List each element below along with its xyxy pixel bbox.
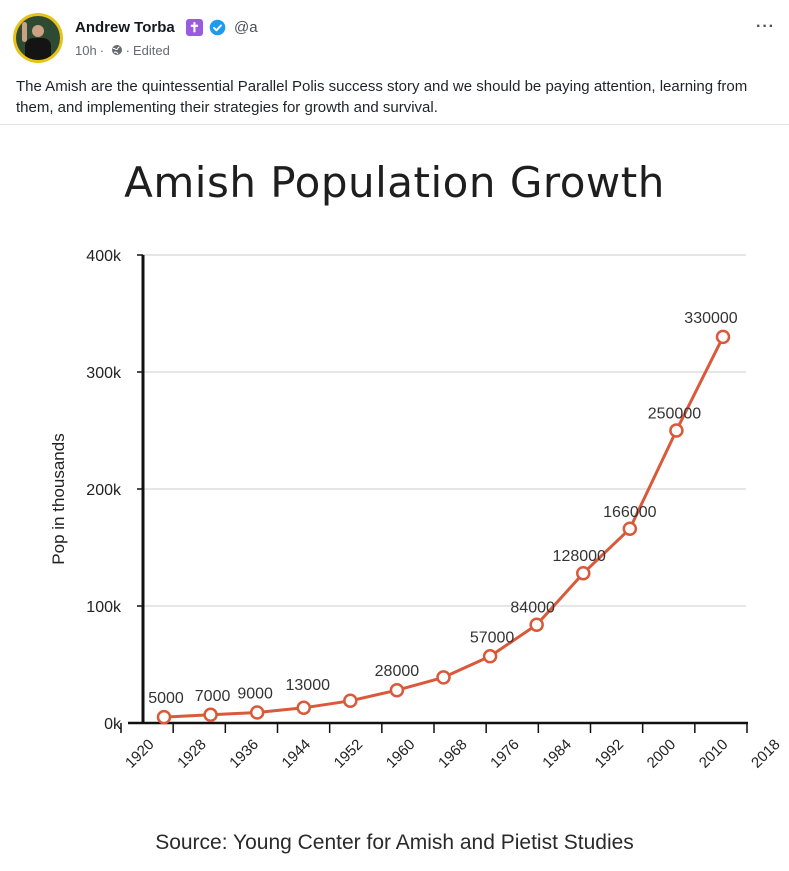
line-chart: 0k 100k 200k 300k 400k 1920 1928 1936 1944 1952 19…: [49, 248, 784, 772]
cross-badge-icon: ✝: [186, 19, 203, 36]
avatar-photo: [16, 16, 60, 60]
data-point: [389, 682, 405, 698]
x-tick-label: 1992: [592, 736, 628, 772]
data-label: 166000: [603, 504, 656, 521]
data-point: [482, 649, 498, 664]
y-tick-label: 200k: [86, 482, 122, 499]
y-tick-label: 100k: [86, 599, 122, 616]
x-tick-label: 1936: [226, 736, 262, 772]
data-point: [436, 670, 451, 685]
chart-title: Amish Population Growth: [124, 158, 665, 207]
globe-icon: [111, 45, 122, 55]
x-tick-label: 1976: [487, 736, 523, 772]
x-tick-label: 2010: [696, 736, 732, 772]
x-tick-label: 1968: [435, 736, 471, 772]
data-point: [343, 693, 358, 709]
x-tick-label: 1960: [383, 736, 419, 772]
data-point: [529, 617, 544, 632]
author-handle[interactable]: @a: [234, 19, 258, 36]
avatar[interactable]: [13, 13, 63, 63]
verified-icon: [209, 19, 226, 36]
x-tick-label: 1928: [174, 736, 210, 772]
data-point: [296, 700, 311, 716]
data-label: 5000: [148, 690, 184, 707]
divider: [0, 124, 789, 125]
x-tick-label: 1952: [331, 736, 367, 772]
meta-separator: ·: [99, 43, 105, 58]
y-tick-label: 300k: [86, 365, 122, 382]
data-label: 7000: [195, 688, 231, 705]
data-label: 250000: [648, 406, 701, 423]
chart-source: Source: Young Center for Amish and Pieti…: [155, 831, 634, 854]
x-tick-label: 1984: [539, 736, 575, 772]
data-point: [669, 423, 684, 438]
series-line: [163, 336, 725, 719]
y-axis-title: Pop in thousands: [49, 433, 68, 564]
data-label: 28000: [375, 663, 420, 680]
data-point: [156, 709, 172, 725]
chart-image[interactable]: 0k 100k 200k 300k 400k 1920 1928 1936 1944 1952 19…: [0, 125, 789, 871]
data-label: 128000: [553, 548, 606, 565]
more-options-icon[interactable]: ···: [756, 18, 775, 35]
x-tick-label: 2000: [644, 736, 680, 772]
data-point: [249, 705, 265, 720]
post-text: The Amish are the quintessential Paralle…: [16, 78, 748, 116]
post-header: Andrew Torba ✝ @a 10h · · Edited ···: [0, 0, 789, 70]
meta-separator: ·: [125, 43, 131, 58]
x-tick-label: 2018: [748, 736, 784, 772]
data-point: [576, 565, 591, 581]
post-time[interactable]: 10h: [75, 43, 97, 58]
data-label: 9000: [237, 685, 273, 702]
post-meta: 10h · · Edited: [75, 43, 173, 58]
data-point: [622, 521, 638, 537]
x-tick-label: 1920: [122, 736, 158, 772]
edited-label[interactable]: Edited: [133, 43, 170, 58]
y-tick-label: 400k: [86, 248, 122, 265]
data-label: 57000: [470, 629, 515, 646]
data-point: [203, 707, 218, 723]
author-name[interactable]: Andrew Torba: [75, 19, 175, 36]
y-tick-label: 0k: [104, 716, 122, 733]
data-label: 330000: [684, 310, 737, 327]
x-tick-label: 1944: [279, 736, 315, 772]
data-label: 13000: [286, 677, 331, 694]
data-point: [715, 329, 731, 345]
data-label: 84000: [510, 600, 555, 617]
